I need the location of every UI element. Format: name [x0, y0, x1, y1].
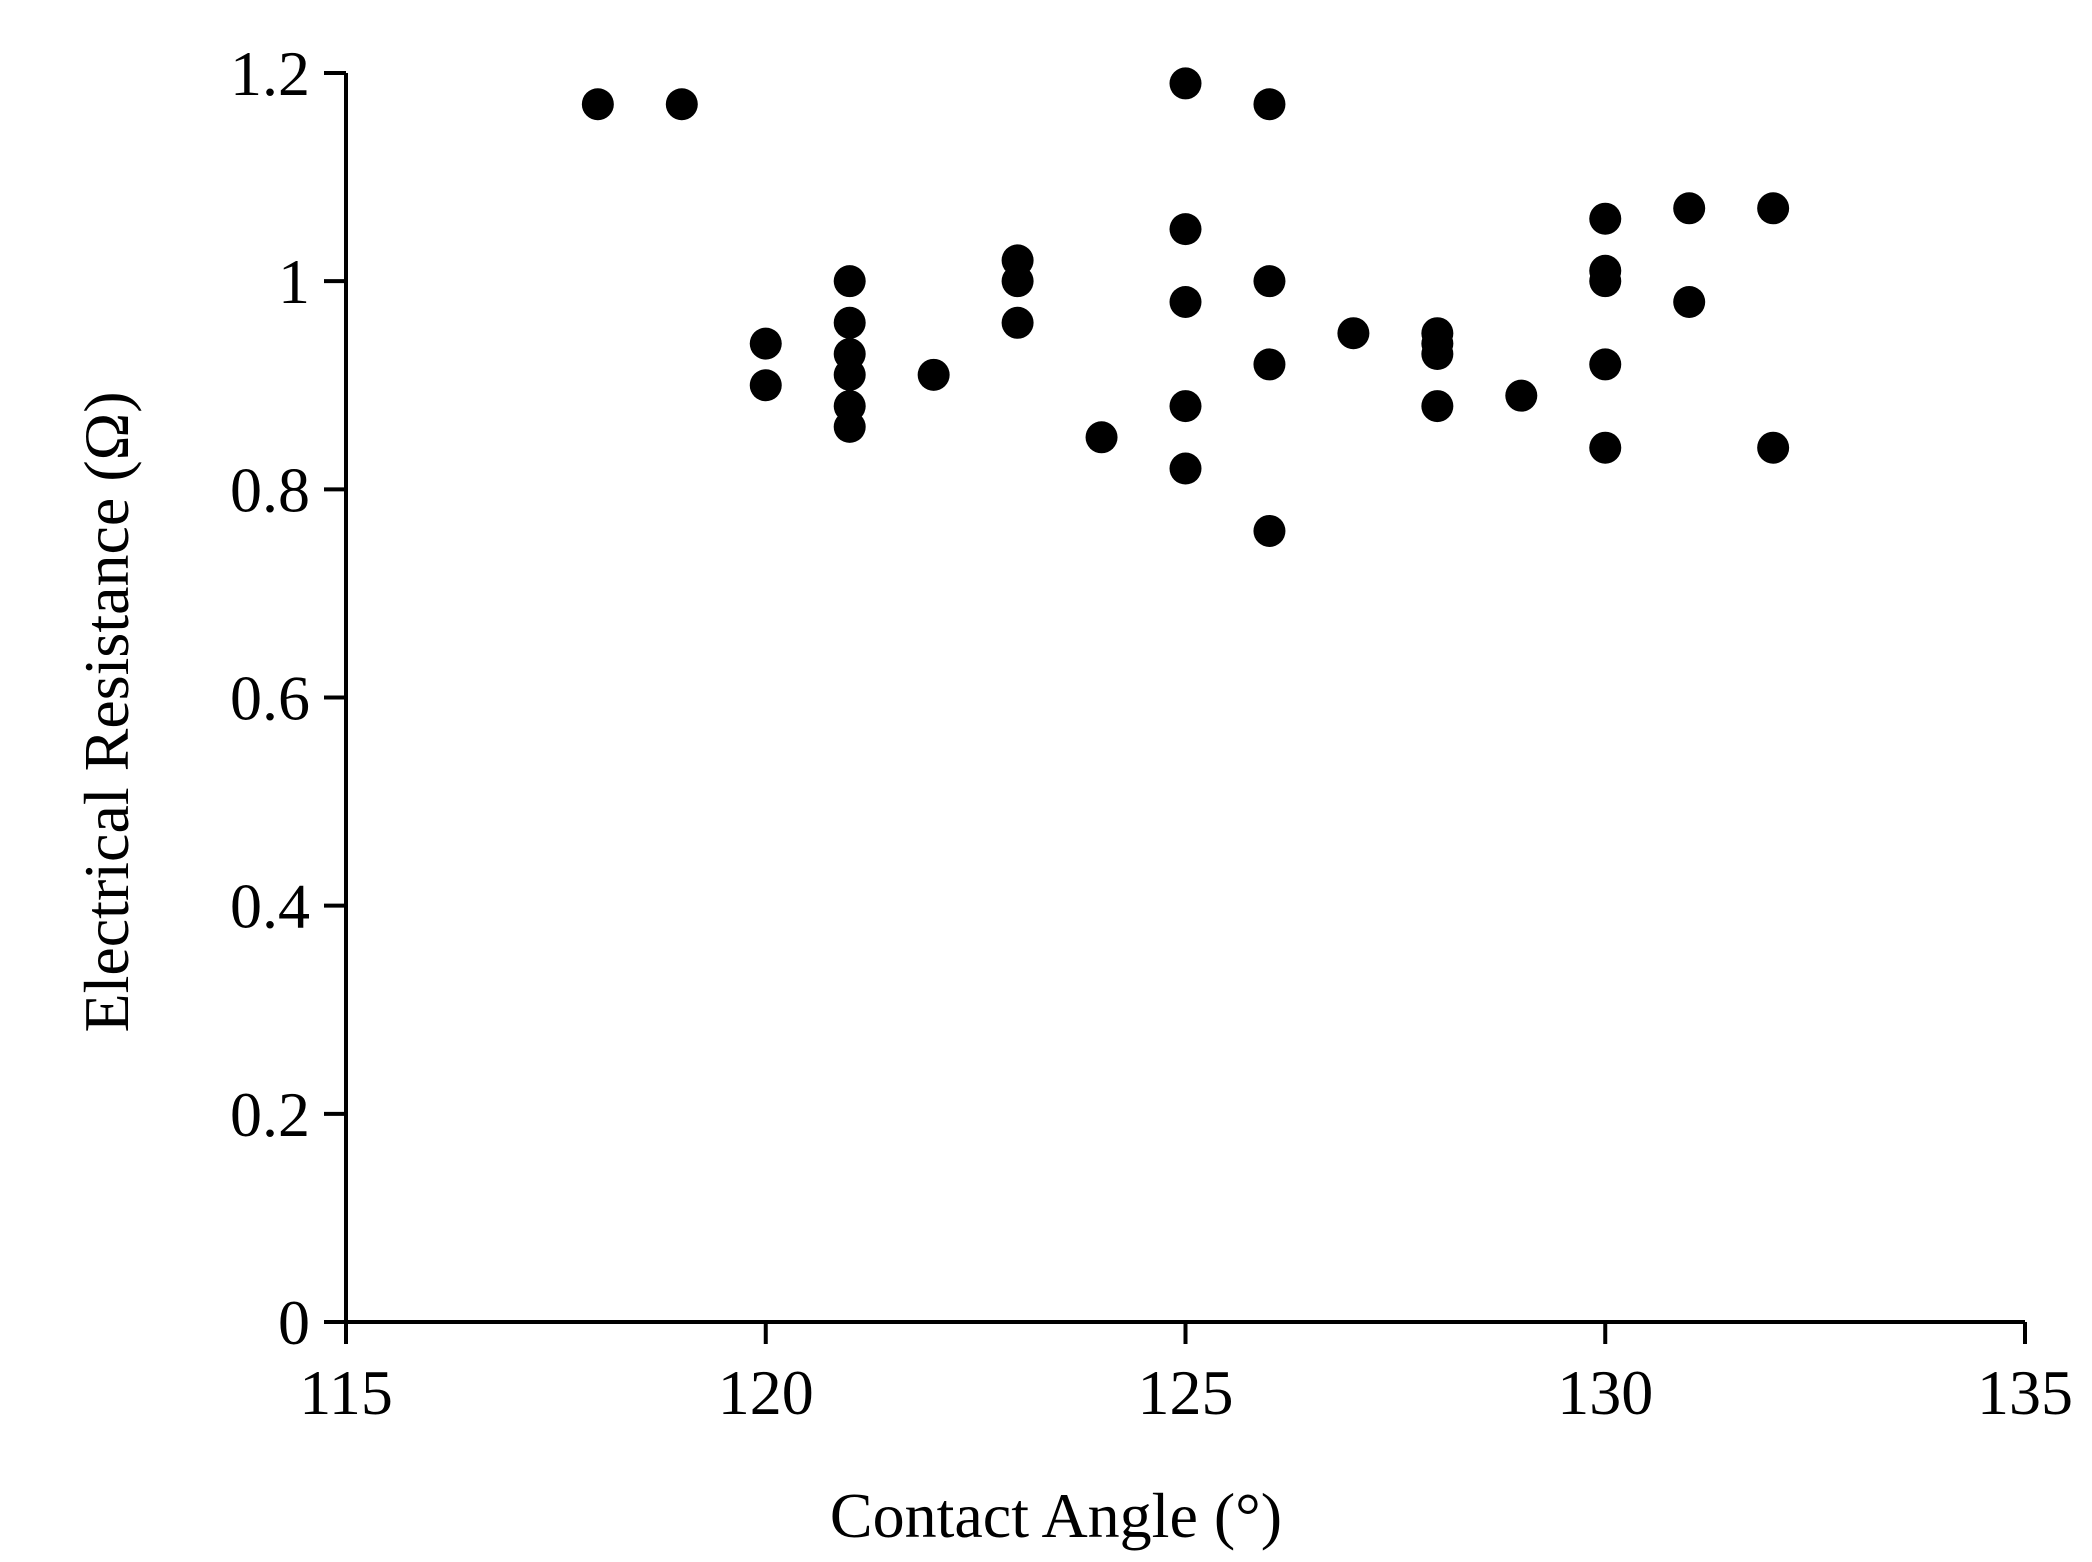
data-point [1169, 285, 1202, 318]
y-tick-label: 1.2 [230, 38, 310, 109]
y-tick-label: 0.8 [230, 454, 310, 525]
data-point [917, 358, 950, 391]
data-point [1001, 306, 1034, 339]
data-point [1421, 390, 1454, 423]
y-tick-label: 0.6 [230, 663, 310, 734]
data-point [1757, 192, 1790, 225]
x-tick-label: 125 [1138, 1357, 1234, 1428]
data-point [1421, 338, 1454, 371]
x-tick-label: 130 [1557, 1357, 1653, 1428]
data-point [1589, 202, 1622, 235]
y-tick-label: 1 [278, 246, 310, 317]
data-point [1001, 265, 1034, 298]
data-point [1253, 88, 1286, 121]
y-tick-label: 0.4 [230, 871, 310, 942]
data-point [581, 88, 614, 121]
data-point [1253, 348, 1286, 381]
data-point [1169, 213, 1202, 246]
ticks: 115 120 125 130 135 0 0.2 0.4 0.6 0.8 1 1.2 [230, 38, 2073, 1428]
data-point [833, 358, 866, 391]
data-point [1169, 390, 1202, 423]
data-point [1757, 431, 1790, 464]
x-tick-label: 135 [1977, 1357, 2073, 1428]
y-axis-title: Electrical Resistance (Ω) [71, 391, 142, 1032]
data-point [1337, 317, 1370, 350]
data-point [1169, 452, 1202, 485]
axes [344, 73, 2025, 1324]
x-axis-title: Contact Angle (°) [830, 1480, 1282, 1551]
data-point [749, 327, 782, 360]
data-point [1253, 514, 1286, 547]
data-point [1589, 348, 1622, 381]
data-point [749, 369, 782, 402]
data-point [1589, 431, 1622, 464]
y-tick-label: 0.2 [230, 1079, 310, 1150]
data-point [833, 410, 866, 443]
data-point [1169, 67, 1202, 100]
data-point [1253, 265, 1286, 298]
y-tick-label: 0 [278, 1287, 310, 1358]
x-tick-label: 115 [299, 1357, 393, 1428]
data-point [1673, 285, 1706, 318]
data-point [1589, 265, 1622, 298]
data-point [665, 88, 698, 121]
data-point [1505, 379, 1538, 412]
data-points [581, 67, 1790, 547]
data-point [1673, 192, 1706, 225]
x-tick-label: 120 [718, 1357, 814, 1428]
data-point [833, 265, 866, 298]
data-point [1085, 421, 1118, 454]
data-point [833, 306, 866, 339]
